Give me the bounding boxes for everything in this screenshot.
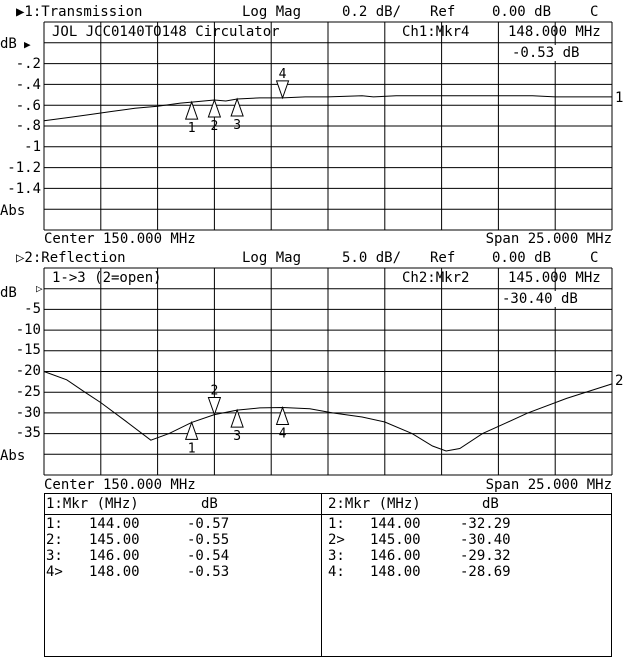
marker-2-triangle xyxy=(207,98,222,118)
marker-2-triangle xyxy=(207,397,222,417)
ch2-y-tick-label: -25 xyxy=(15,383,41,400)
ch1-span: Span 25.000 MHz xyxy=(485,231,612,247)
marker-value: -30.40 xyxy=(460,532,511,548)
marker-1-triangle xyxy=(184,420,199,440)
marker-value: -0.53 xyxy=(187,564,230,580)
marker-value: -32.29 xyxy=(460,516,511,532)
marker-value: -28.69 xyxy=(460,564,511,580)
ch1-cal-indicator: C xyxy=(590,4,599,20)
ch1-active-marker: Ch1:Mkr4 xyxy=(402,24,470,40)
ch1-ref-label: Ref xyxy=(430,4,456,20)
ch1-y-tick-label: -1 xyxy=(24,139,41,156)
ch1-marker-value: -0.53 dB xyxy=(512,45,580,61)
ch2-title[interactable]: ▷2:Reflection xyxy=(16,250,126,266)
marker-freq: 148.00 xyxy=(370,564,421,580)
marker-id: 4: xyxy=(328,564,345,580)
ch1-marker-list-header: 1:Mkr (MHz) dB xyxy=(45,494,321,515)
marker-id: 4> xyxy=(46,564,63,580)
marker-value: -0.54 xyxy=(187,548,230,564)
ch2-span: Span 25.000 MHz xyxy=(485,477,612,493)
marker-freq: 145.00 xyxy=(370,532,421,548)
ch2-y-unit: dB xyxy=(0,285,17,301)
marker-freq: 145.00 xyxy=(89,532,140,548)
ch2-y-tick-label: -35 xyxy=(15,425,41,442)
ch2-cal-indicator: C xyxy=(590,250,599,266)
marker-2-label: 2 xyxy=(210,384,218,399)
marker-3-label: 3 xyxy=(233,118,241,133)
marker-id: 1: xyxy=(328,516,345,532)
trace-line xyxy=(43,95,612,122)
ch1-ref-arrow-icon: ▶ xyxy=(24,38,31,51)
ch1-y-tick-label: -.2 xyxy=(15,56,41,72)
ch2-marker-freq: 145.000 MHz xyxy=(508,270,601,286)
ch1-y-mode: Abs xyxy=(0,203,26,219)
marker-3-label: 3 xyxy=(233,429,241,444)
ch2-scale: 5.0 dB/ xyxy=(342,250,402,266)
ch2-header-db: dB xyxy=(482,496,499,512)
ch1-y-tick-label: -1.2 xyxy=(7,160,41,176)
ch1-marker-list: 1:Mkr (MHz) dB 1: 144.00 -0.57 2: 145.00 -0.5… xyxy=(45,494,322,656)
marker-2-label: 2 xyxy=(210,119,218,134)
marker-4-label: 4 xyxy=(279,426,287,441)
marker-1-triangle xyxy=(184,100,199,120)
marker-value: -0.55 xyxy=(187,532,230,548)
marker-1-label: 1 xyxy=(188,121,196,136)
ch2-trace-label: 2 xyxy=(615,373,624,389)
marker-id: 2> xyxy=(328,532,345,548)
marker-4-triangle xyxy=(275,405,290,425)
marker-freq: 144.00 xyxy=(89,516,140,532)
marker-value: -29.32 xyxy=(460,548,511,564)
marker-4-triangle xyxy=(275,80,290,100)
ch2-marker-value: -30.40 dB xyxy=(502,291,578,307)
marker-3-triangle xyxy=(230,97,244,117)
marker-4-label: 4 xyxy=(279,67,287,82)
ch2-center: Center 150.000 MHz xyxy=(44,477,196,493)
marker-table: 1:Mkr (MHz) dB 1: 144.00 -0.57 2: 145.00 -0.5… xyxy=(44,493,612,657)
ch2-annotation: 1->3 (2=open) xyxy=(52,270,162,286)
ch1-marker-freq: 148.000 MHz xyxy=(508,24,601,40)
ch1-annotation: JOL JCC0140TO148 Circulator xyxy=(52,24,280,40)
marker-id: 1: xyxy=(46,516,63,532)
ch1-format: Log Mag xyxy=(242,4,302,20)
ch1-y-tick-label: -.8 xyxy=(15,118,41,135)
ch2-y-tick-label: -15 xyxy=(15,342,41,359)
ch2-y-tick-label: -20 xyxy=(15,363,41,380)
ch2-marker-list-header: 2:Mkr (MHz) dB xyxy=(322,494,611,515)
marker-value: -0.57 xyxy=(187,516,230,532)
ch2-y-tick-label: -10 xyxy=(15,321,41,338)
ch1-ref-value: 0.00 dB xyxy=(492,4,552,20)
ch1-y-unit: dB xyxy=(0,36,17,52)
ch2-ref-label: Ref xyxy=(430,250,456,266)
ch1-y-tick-label: -1.4 xyxy=(7,180,41,197)
ch2-marker-list: 2:Mkr (MHz) dB 1: 144.00 -32.29 2> 145.00 -30… xyxy=(322,494,611,656)
ch1-header-mkr: 1:Mkr (MHz) xyxy=(46,496,139,512)
ch1-y-tick-label: -.6 xyxy=(15,97,41,114)
ch2-y-tick-label: -30 xyxy=(15,404,41,421)
marker-freq: 146.00 xyxy=(89,548,140,564)
ch2-active-marker: Ch2:Mkr2 xyxy=(402,270,470,286)
marker-3-triangle xyxy=(230,408,244,428)
ch1-scale: 0.2 dB/ xyxy=(342,4,402,20)
ch1-header-db: dB xyxy=(201,496,218,512)
marker-id: 3: xyxy=(46,548,63,564)
ch2-ref-value: 0.00 dB xyxy=(492,250,552,266)
marker-freq: 144.00 xyxy=(370,516,421,532)
marker-id: 3: xyxy=(328,548,345,564)
ch2-y-mode: Abs xyxy=(0,448,26,464)
ch2-ref-arrow-icon: ▷ xyxy=(36,282,43,295)
ch2-header-mkr: 2:Mkr (MHz) xyxy=(328,496,421,512)
ch2-y-tick-label: -5 xyxy=(24,301,41,317)
marker-1-label: 1 xyxy=(188,441,196,456)
ch1-center: Center 150.000 MHz xyxy=(44,231,196,247)
trace-line xyxy=(43,371,613,452)
ch1-title[interactable]: ▶1:Transmission xyxy=(16,4,143,20)
marker-freq: 146.00 xyxy=(370,548,421,564)
ch1-trace-label: 1 xyxy=(615,90,624,106)
ch2-format: Log Mag xyxy=(242,250,302,266)
ch1-y-tick-label: -.4 xyxy=(15,76,41,93)
marker-freq: 148.00 xyxy=(89,564,140,580)
marker-id: 2: xyxy=(46,532,63,548)
